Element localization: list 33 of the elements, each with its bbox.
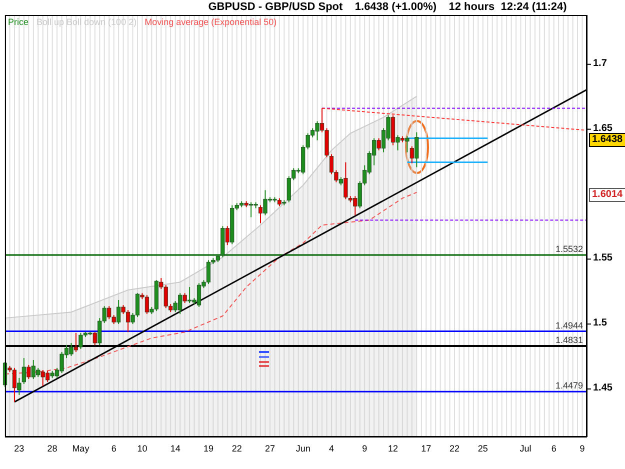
x-tick-label: 28	[47, 443, 58, 454]
x-tick-label: 22	[450, 443, 460, 454]
x-tick-label: 14	[170, 443, 180, 454]
x-tick-label: Jun	[296, 443, 310, 454]
chart-title: GBPUSD - GBP/USD Spot 1.6438 (+1.00%) 12 hours 12:24 (11:24)	[207, 1, 568, 13]
x-tick-label: 4	[328, 443, 334, 454]
x-tick-label: 6	[551, 443, 556, 454]
x-tick-label: 12	[388, 443, 398, 454]
x-tick-label: 27	[264, 443, 275, 454]
text: 1.6014	[589, 188, 625, 202]
x-tick-label: 23	[14, 443, 24, 454]
text: Price	[8, 17, 29, 27]
x-tick-label: 19	[203, 443, 214, 454]
x-tick-label: May	[72, 443, 90, 454]
y-tick-label: 1.65	[593, 122, 613, 134]
x-tick-label: 25	[478, 443, 488, 454]
ref-line-label: 1.4944	[555, 320, 583, 330]
x-tick-label: 9	[580, 443, 585, 454]
y-tick-label: 1.7	[593, 58, 608, 69]
x-tick-label: Jul	[520, 443, 532, 454]
x-tick-label: 22	[232, 443, 242, 454]
x-tick-label: 6	[111, 443, 116, 454]
ref-line-label: 1.5532	[555, 244, 583, 254]
x-tick-label: 9	[362, 443, 368, 454]
y-tick-label: 1.45	[593, 382, 613, 394]
x-tick-label: 17	[421, 443, 432, 454]
text: Moving average (Exponential 50)	[144, 17, 277, 27]
text: 1.6438	[589, 133, 625, 148]
x-tick-label: 10	[137, 443, 148, 454]
y-tick-label: 1.55	[593, 252, 613, 264]
y-tick-label: 1.5	[593, 318, 608, 329]
ref-line-label: 1.4831	[555, 334, 583, 345]
ref-line-label: 1.4479	[555, 380, 583, 391]
